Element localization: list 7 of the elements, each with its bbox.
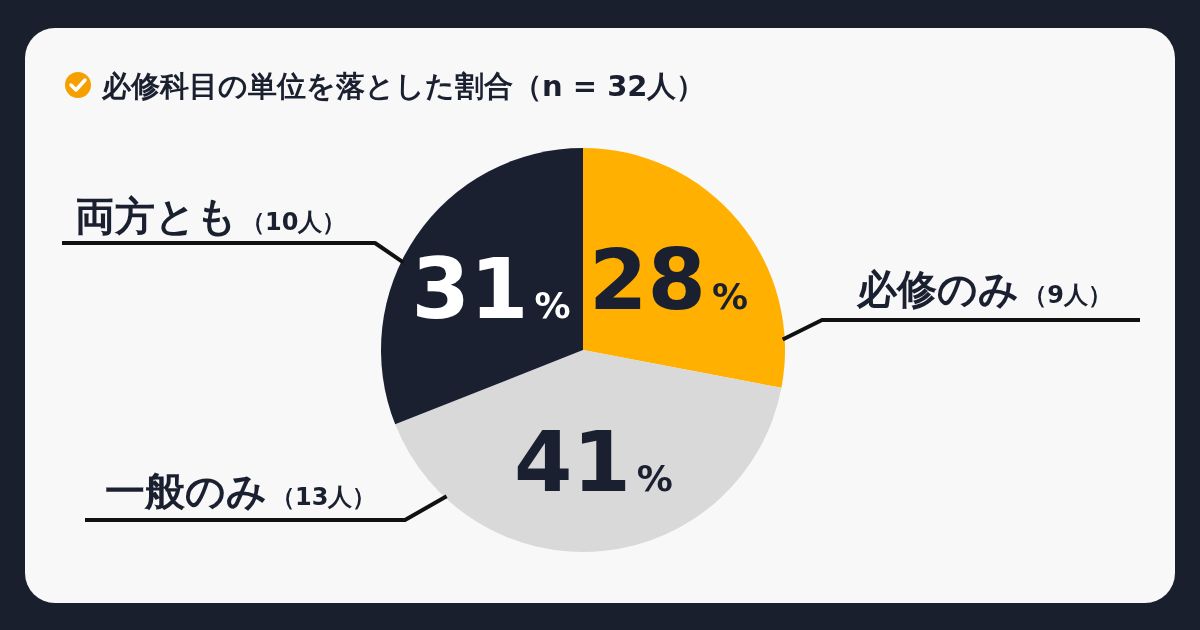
slice-label: 両方とも（10人）	[75, 193, 347, 239]
slice-label: 一般のみ（13人）	[105, 468, 377, 514]
data-label: 31%	[411, 239, 571, 338]
chart-title: 必修科目の単位を落とした割合（n = 32人）	[101, 69, 706, 103]
slice-label: 必修のみ（9人）	[856, 266, 1112, 312]
data-label: 41%	[513, 412, 673, 511]
data-label: 28%	[589, 231, 749, 330]
